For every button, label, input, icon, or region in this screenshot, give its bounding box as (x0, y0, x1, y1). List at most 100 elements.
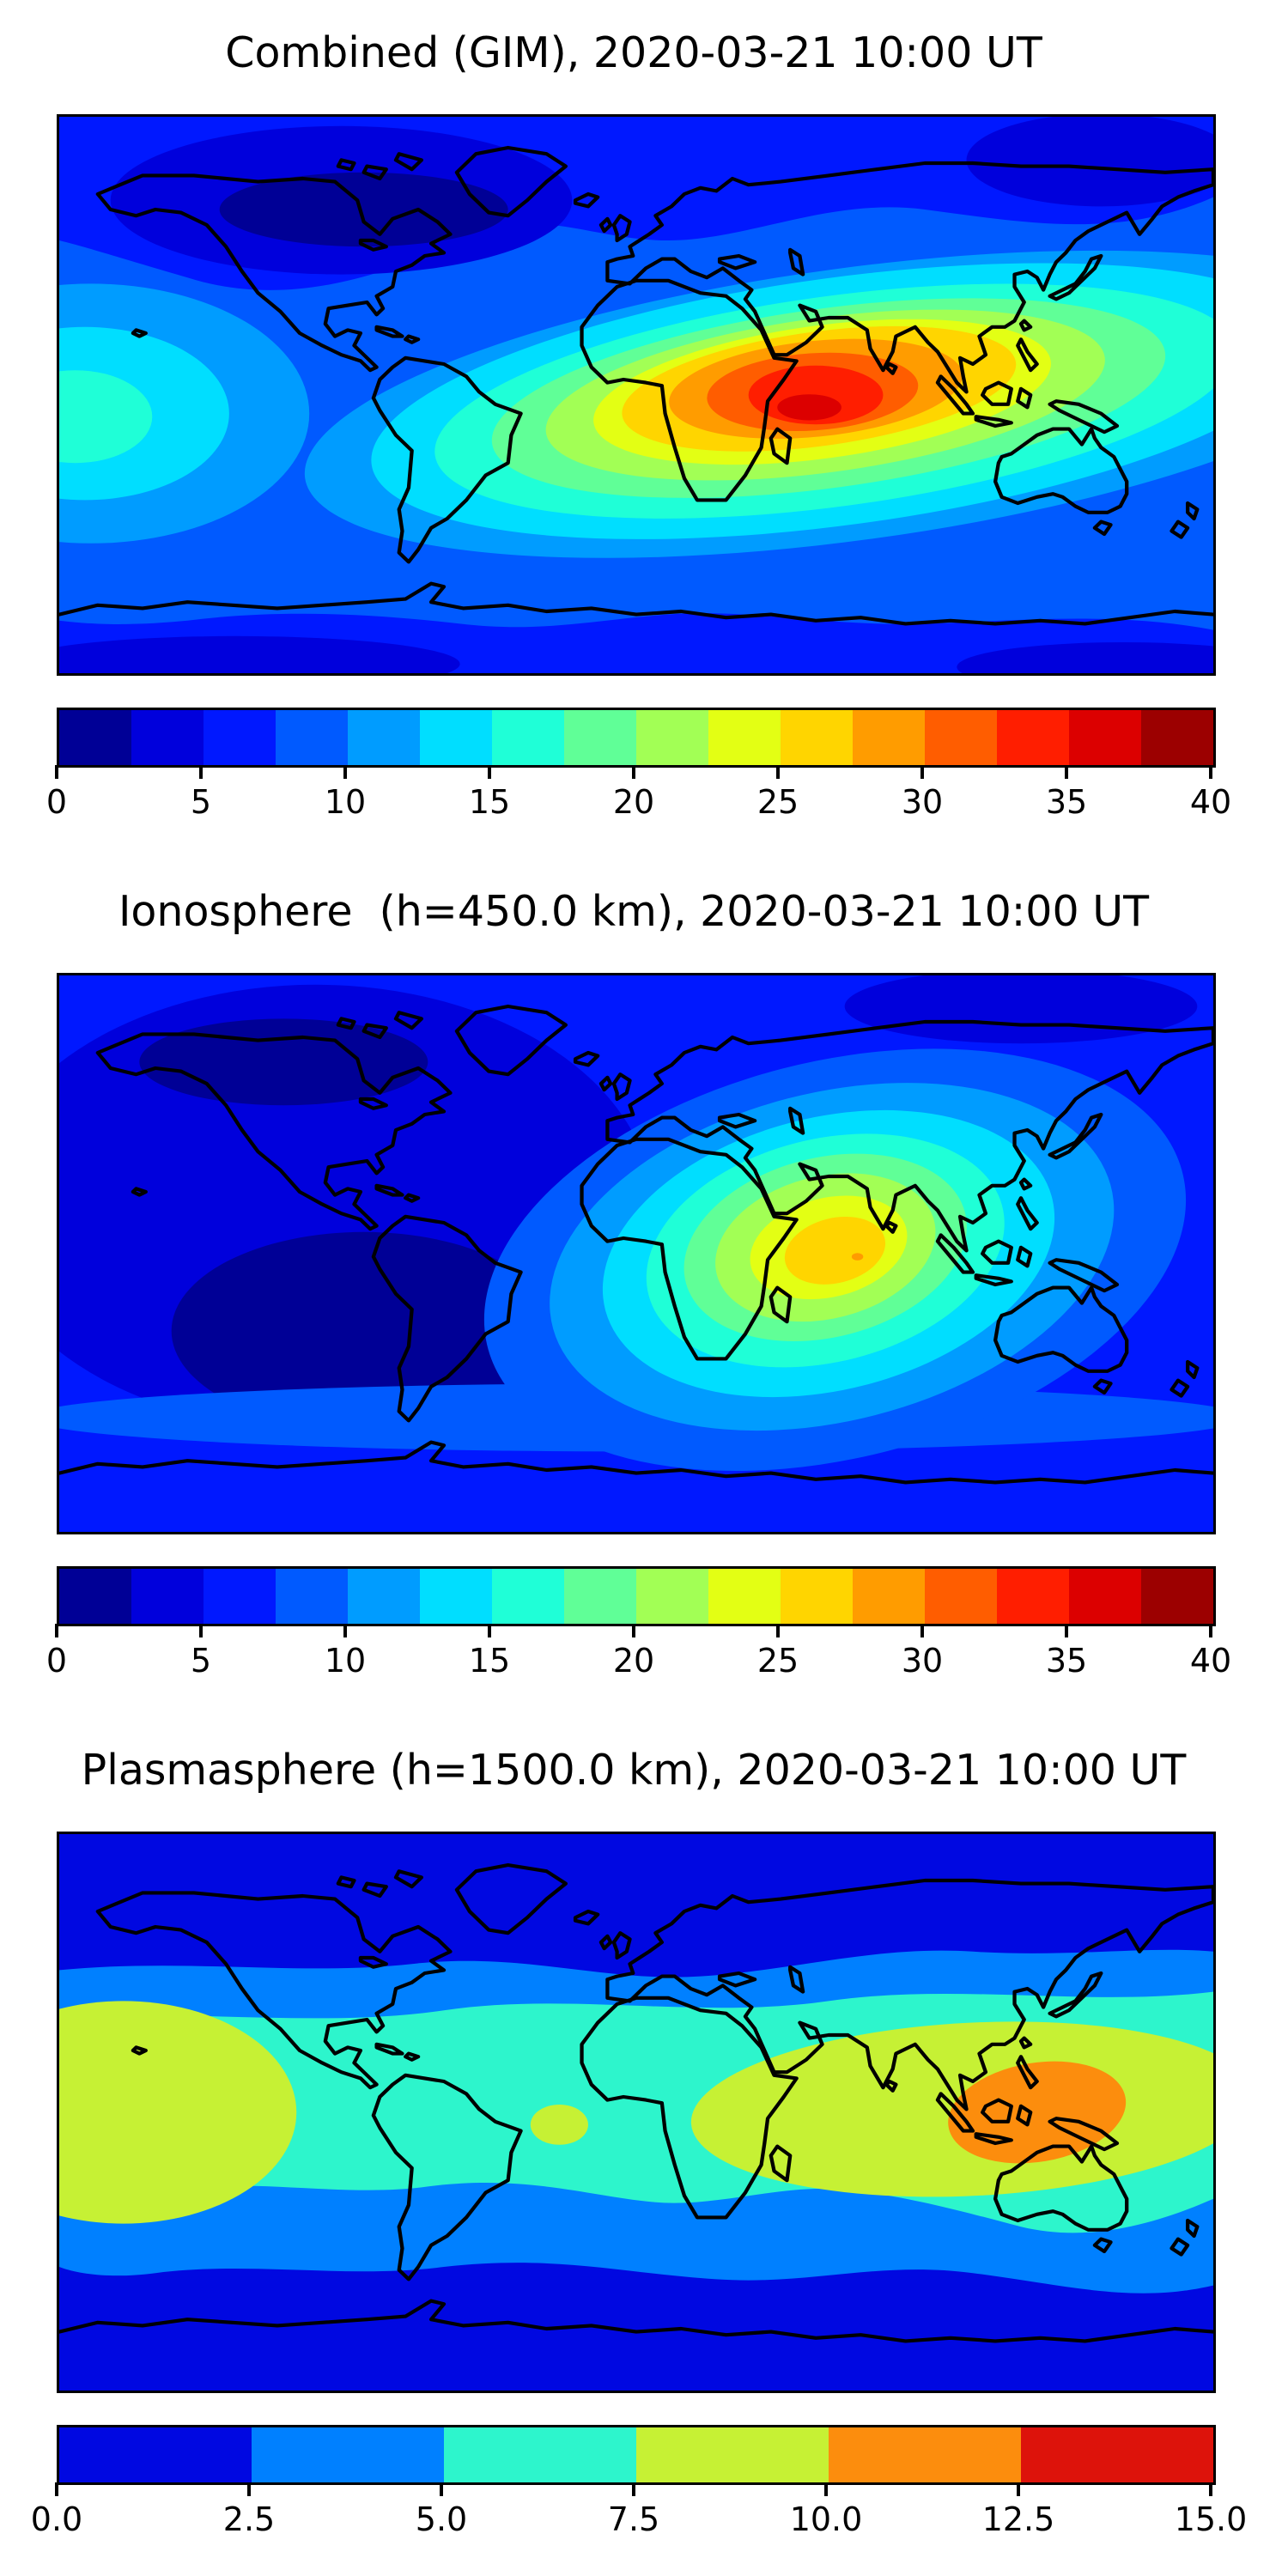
colorbar-ticks-ionosphere: 0 5 10 15 20 25 30 35 40 (46, 1624, 1231, 1701)
colorbar-segments (59, 1569, 1213, 1624)
map-ionosphere-svg (59, 975, 1213, 1532)
colorbar-segment (781, 1569, 853, 1624)
colorbar-segment (997, 1569, 1069, 1624)
colorbar-tick-label: 15.0 (1174, 2500, 1248, 2538)
colorbar-tick-mark (1065, 1624, 1068, 1637)
colorbar-tick-mark (55, 1624, 58, 1637)
colorbar-segment (997, 710, 1069, 765)
colorbar-ticks-plasmasphere: 0.0 2.5 5.0 7.5 10.0 12.5 15.0 (31, 2482, 1247, 2560)
colorbar-tick-label: 0.0 (30, 2500, 83, 2538)
colorbar-segment (564, 1569, 636, 1624)
colorbar-segments (59, 710, 1213, 765)
colorbar-segment (1141, 710, 1213, 765)
field-contours (59, 117, 1213, 673)
colorbar-tick-label: 7.5 (607, 2500, 660, 2538)
colorbar-tick-label: 0 (46, 1642, 68, 1680)
map-combined-gim (57, 114, 1216, 676)
colorbar-segment (420, 710, 492, 765)
colorbar-segment (420, 1569, 492, 1624)
colorbar-segment (131, 1569, 204, 1624)
colorbar-tick-label: 25 (756, 783, 799, 821)
colorbar-segment (708, 1569, 781, 1624)
colorbar-segment (59, 2427, 252, 2482)
colorbar-tick-mark (632, 1624, 635, 1637)
colorbar-segment (1021, 2427, 1213, 2482)
panel-title-ionosphere: Ionosphere (h=450.0 km), 2020-03-21 10:0… (118, 887, 1150, 936)
colorbar-tick-label: 15 (468, 783, 511, 821)
colorbar-combined (57, 708, 1216, 768)
colorbar-tick-label: 20 (612, 783, 655, 821)
colorbar-segment (853, 1569, 925, 1624)
colorbar-tick-mark (1209, 1624, 1212, 1637)
colorbar-tick-label: 0 (46, 783, 68, 821)
colorbar-segment (829, 2427, 1021, 2482)
colorbar-tick-mark (920, 1624, 924, 1637)
colorbar-tick-label: 20 (612, 1642, 655, 1680)
colorbar-tick-label: 5 (190, 783, 212, 821)
colorbar-segment (636, 1569, 708, 1624)
colorbar-tick-label: 40 (1189, 1642, 1232, 1680)
colorbar-tick-mark (632, 2482, 635, 2496)
colorbar-tick-label: 10.0 (789, 2500, 863, 2538)
colorbar-segment (1069, 710, 1141, 765)
colorbar-segment (444, 2427, 636, 2482)
colorbar-tick-label: 10 (324, 1642, 367, 1680)
field-contours (59, 1834, 1213, 2391)
colorbar-segment (348, 710, 420, 765)
colorbar-tick-label: 25 (756, 1642, 799, 1680)
colorbar-tick-mark (776, 765, 780, 779)
colorbar-tick-label: 5 (190, 1642, 212, 1680)
colorbar-tick-label: 12.5 (981, 2500, 1055, 2538)
colorbar-segment (276, 710, 348, 765)
colorbar-tick-mark (247, 2482, 251, 2496)
colorbar-tick-mark (824, 2482, 828, 2496)
colorbar-tick-mark (1209, 765, 1212, 779)
colorbar-tick-label: 35 (1045, 783, 1088, 821)
colorbar-tick-label: 15 (468, 1642, 511, 1680)
map-plasmasphere (57, 1832, 1216, 2393)
colorbar-tick-mark (343, 765, 347, 779)
colorbar-segment (781, 710, 853, 765)
colorbar-segments (59, 2427, 1213, 2482)
panel-title-plasmasphere: Plasmasphere (h=1500.0 km), 2020-03-21 1… (81, 1746, 1187, 1795)
colorbar-segment (636, 2427, 829, 2482)
colorbar-tick-label: 10 (324, 783, 367, 821)
colorbar-tick-mark (776, 1624, 780, 1637)
colorbar-tick-label: 30 (901, 1642, 944, 1680)
colorbar-tick-mark (488, 765, 491, 779)
colorbar-tick-mark (1017, 2482, 1020, 2496)
colorbar-segment (252, 2427, 444, 2482)
colorbar-tick-mark (55, 765, 58, 779)
colorbar-ticks-combined: 0 5 10 15 20 25 30 35 40 (46, 765, 1231, 842)
colorbar-segment (853, 710, 925, 765)
colorbar-tick-label: 30 (901, 783, 944, 821)
colorbar-tick-mark (199, 765, 203, 779)
panel-title-combined: Combined (GIM), 2020-03-21 10:00 UT (225, 28, 1042, 77)
colorbar-segment (131, 710, 204, 765)
colorbar-tick-mark (440, 2482, 443, 2496)
colorbar-segment (708, 710, 781, 765)
map-ionosphere (57, 973, 1216, 1534)
colorbar-segment (564, 710, 636, 765)
colorbar-tick-mark (343, 1624, 347, 1637)
colorbar-segment (636, 710, 708, 765)
colorbar-ionosphere (57, 1566, 1216, 1626)
colorbar-segment (59, 1569, 131, 1624)
colorbar-segment (204, 1569, 276, 1624)
colorbar-segment (492, 1569, 564, 1624)
colorbar-segment (276, 1569, 348, 1624)
map-plasmasphere-svg (59, 1834, 1213, 2391)
colorbar-segment (492, 710, 564, 765)
colorbar-tick-label: 5.0 (415, 2500, 468, 2538)
colorbar-segment (1141, 1569, 1213, 1624)
colorbar-tick-label: 40 (1189, 783, 1232, 821)
colorbar-plasmasphere (57, 2425, 1216, 2485)
map-combined-svg (59, 117, 1213, 673)
colorbar-tick-mark (199, 1624, 203, 1637)
colorbar-tick-mark (55, 2482, 58, 2496)
colorbar-segment (1069, 1569, 1141, 1624)
colorbar-tick-mark (1209, 2482, 1212, 2496)
colorbar-tick-mark (920, 765, 924, 779)
colorbar-tick-mark (488, 1624, 491, 1637)
